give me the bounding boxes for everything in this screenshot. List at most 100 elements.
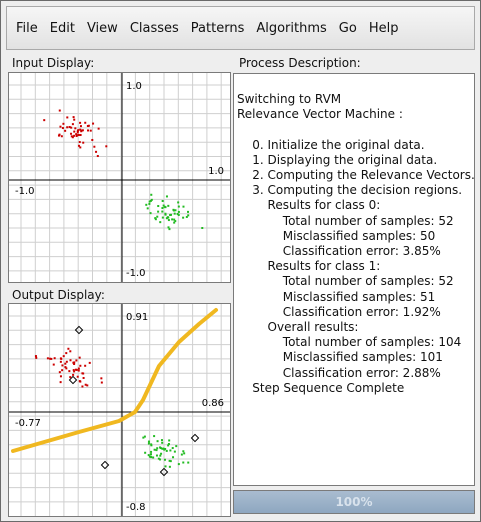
- class1-point: [165, 449, 168, 452]
- grid: [9, 73, 230, 282]
- class0-point: [79, 134, 82, 137]
- class1-point: [149, 199, 152, 202]
- process-line: 2. Computing the Relevance Vectors.: [237, 168, 475, 183]
- class0-point: [79, 364, 82, 367]
- class0-point: [77, 144, 80, 147]
- output-display-plot[interactable]: 0.91 -0.77 0.86 -0.8: [8, 303, 231, 517]
- class0-point: [58, 109, 61, 112]
- class0-point: [69, 376, 72, 379]
- class1-point: [155, 449, 158, 452]
- class1-point: [164, 465, 167, 468]
- class0-point: [64, 362, 67, 365]
- class1-point: [156, 440, 159, 443]
- process-line: Overall results:: [237, 320, 359, 335]
- class1-point: [171, 447, 174, 450]
- class1-point: [177, 213, 180, 216]
- class0-point: [81, 372, 84, 375]
- class0-point: [69, 350, 72, 353]
- class0-point: [59, 125, 62, 128]
- class0-point: [75, 135, 78, 138]
- process-line: Total number of samples: 104: [237, 335, 462, 350]
- menu-algorithms[interactable]: Algorithms: [256, 20, 327, 36]
- input-display-title: Input Display:: [12, 56, 95, 70]
- progress-bar-fill: [234, 491, 474, 513]
- menu-bar: File Edit View Classes Patterns Algorith…: [6, 6, 475, 50]
- class0-point: [78, 141, 81, 144]
- grid: [9, 304, 230, 516]
- class0-point: [71, 136, 74, 139]
- class1-point: [177, 210, 180, 213]
- relevance-vector-marker: [190, 433, 200, 443]
- process-line: 1. Displaying the original data.: [237, 152, 438, 167]
- class0-point: [79, 380, 82, 383]
- process-line: Results for class 1:: [237, 259, 381, 274]
- process-line: Switching to RVM: [237, 92, 342, 106]
- class0-point: [73, 130, 76, 133]
- class1-point: [147, 440, 150, 443]
- class1-point: [157, 457, 160, 460]
- menu-view[interactable]: View: [86, 20, 118, 36]
- menu-patterns[interactable]: Patterns: [190, 20, 245, 36]
- progress-bar: 100%: [233, 490, 475, 514]
- class0-point: [71, 123, 74, 126]
- class0-point: [77, 367, 80, 370]
- class1-point: [148, 202, 151, 205]
- axis-label-xmax: 1.0: [208, 166, 224, 177]
- class1-point: [149, 453, 152, 456]
- class1-point: [185, 215, 188, 218]
- class1-point: [156, 447, 159, 450]
- class1-point: [182, 216, 185, 219]
- class0-point: [66, 116, 69, 119]
- class1-point: [163, 448, 166, 451]
- menu-help[interactable]: Help: [368, 20, 399, 36]
- menu-classes[interactable]: Classes: [129, 20, 179, 36]
- class0-point: [105, 145, 108, 148]
- class1-point: [168, 459, 171, 462]
- class0-point: [49, 357, 52, 360]
- class1-point: [182, 205, 185, 208]
- class0-point: [79, 121, 82, 124]
- process-line: Classification error: 1.92%: [237, 304, 441, 319]
- process-line: Total number of samples: 52: [237, 274, 454, 289]
- class1-point: [169, 460, 172, 463]
- class0-point: [84, 121, 87, 124]
- menu-go[interactable]: Go: [338, 20, 357, 36]
- class0-point: [82, 376, 85, 379]
- class0-point: [73, 370, 76, 373]
- class0-point: [73, 134, 76, 137]
- class1-point: [168, 465, 171, 468]
- menu-file[interactable]: File: [16, 20, 38, 36]
- class0-point: [78, 356, 81, 359]
- class1-point: [176, 212, 179, 215]
- progress-label: 100%: [335, 495, 373, 509]
- class0-point: [35, 356, 38, 359]
- class0-point: [60, 135, 63, 138]
- class0-point: [73, 361, 76, 364]
- class1-point: [163, 458, 166, 461]
- input-display-plot[interactable]: 1.0 -1.0 1.0 -1.0: [8, 72, 231, 283]
- process-line: Misclassified samples: 51: [237, 289, 436, 304]
- class0-point: [76, 131, 79, 134]
- class1-point: [147, 454, 150, 457]
- class0-point: [67, 347, 70, 350]
- class0-point: [43, 119, 46, 122]
- class0-point: [59, 360, 62, 363]
- class1-point: [150, 450, 153, 453]
- class1-point: [167, 444, 170, 447]
- class0-point: [96, 155, 99, 158]
- menu-edit[interactable]: Edit: [49, 20, 75, 36]
- class0-point: [93, 145, 96, 148]
- process-description-title: Process Description:: [239, 56, 361, 70]
- process-description-text[interactable]: Switching to RVM Relevance Vector Machine…: [233, 73, 475, 486]
- relevance-vector-marker: [100, 460, 110, 470]
- class0-point: [68, 125, 71, 128]
- class0-point: [77, 134, 80, 137]
- class0-point: [81, 129, 84, 132]
- class1-point: [150, 198, 153, 201]
- class1-point: [161, 441, 164, 444]
- class1-point: [169, 449, 172, 452]
- axis-label-ymin: -0.8: [126, 502, 146, 513]
- class1-point: [173, 212, 176, 215]
- class0-point: [59, 381, 62, 384]
